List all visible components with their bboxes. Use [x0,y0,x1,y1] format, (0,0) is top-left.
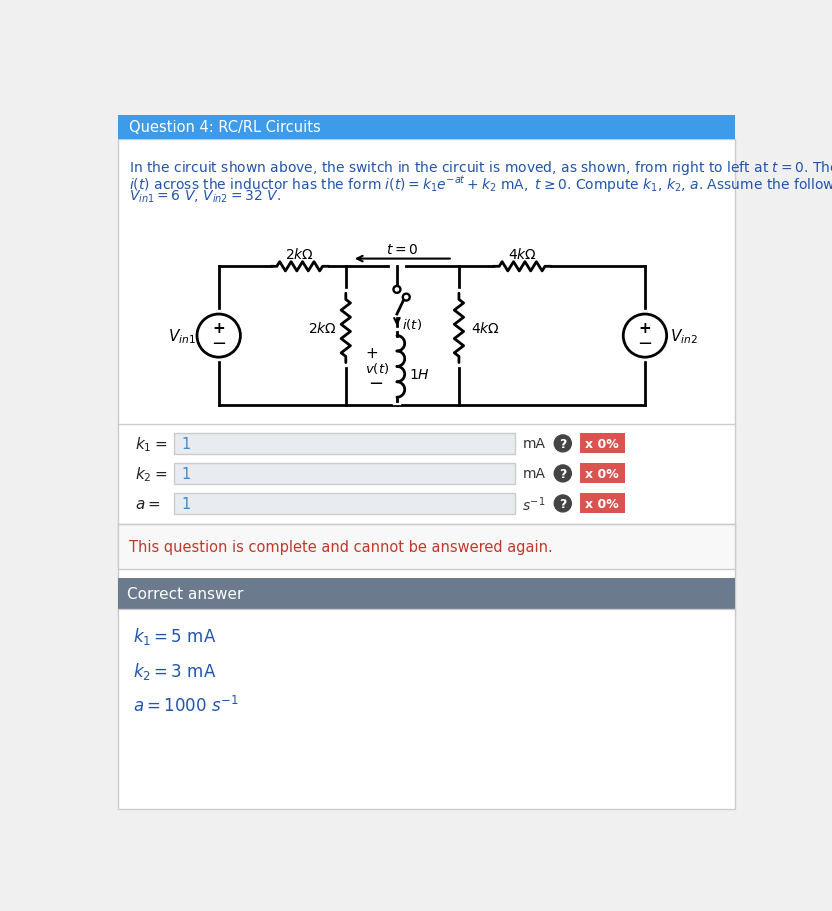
Text: $4k\Omega$: $4k\Omega$ [471,321,500,336]
Text: This question is complete and cannot be answered again.: This question is complete and cannot be … [129,539,552,555]
Text: −: − [211,335,226,353]
Circle shape [403,294,409,302]
Text: $1H$: $1H$ [409,368,430,382]
Text: $k_2 = 3\ \mathrm{mA}$: $k_2 = 3\ \mathrm{mA}$ [133,660,217,681]
Text: $4k\Omega$: $4k\Omega$ [508,247,537,262]
Text: $t = 0$: $t = 0$ [386,243,418,257]
Text: −: − [368,375,383,393]
Circle shape [554,496,572,512]
Text: $s^{-1}$: $s^{-1}$ [522,495,546,513]
Text: $v(t)$: $v(t)$ [364,361,389,376]
Text: mA: mA [522,437,546,451]
Bar [118,116,735,140]
Bar [580,434,625,454]
Bar [580,494,625,514]
Text: ?: ? [559,497,567,510]
Text: 1: 1 [181,496,191,511]
Bar [580,464,625,484]
Bar [118,525,735,569]
Text: $2k\Omega$: $2k\Omega$ [285,247,314,262]
Text: $i(t)$ across the inductor has the form $i(t) = k_1 e^{-at} + k_2\ \mathrm{mA},\: $i(t)$ across the inductor has the form … [129,174,832,195]
Circle shape [394,287,400,293]
Bar [118,578,735,609]
Text: ?: ? [559,467,567,480]
Text: $2k\Omega$: $2k\Omega$ [308,321,337,336]
Text: +: + [639,321,651,336]
Text: $k_1 = 5\ \mathrm{mA}$: $k_1 = 5\ \mathrm{mA}$ [133,626,217,647]
Text: $V_{in2}$: $V_{in2}$ [670,327,697,345]
Text: x 0%: x 0% [586,497,619,510]
Text: In the circuit shown above, the switch in the circuit is moved, as shown, from r: In the circuit shown above, the switch i… [129,159,832,178]
Circle shape [554,466,572,482]
Circle shape [623,314,666,358]
Text: Question 4: RC/RL Circuits: Question 4: RC/RL Circuits [129,120,320,135]
Text: $V_{in1}$: $V_{in1}$ [167,327,196,345]
Text: x 0%: x 0% [586,437,619,450]
Text: 1: 1 [181,436,191,451]
Text: $V_{in1} = 6\ V$, $V_{in2} = 32\ V$.: $V_{in1} = 6\ V$, $V_{in2} = 32\ V$. [129,189,281,205]
Text: $a =$: $a =$ [135,496,161,511]
Bar [118,609,735,809]
Text: +: + [366,345,379,361]
Text: mA: mA [522,467,546,481]
Bar [174,433,515,455]
Text: x 0%: x 0% [586,467,619,480]
Circle shape [197,314,240,358]
Bar [174,493,515,515]
Text: 1: 1 [181,466,191,481]
Text: +: + [212,321,225,336]
Text: $a = 1000\ s^{-1}$: $a = 1000\ s^{-1}$ [133,695,240,715]
Bar [174,463,515,485]
Bar [118,140,735,616]
Text: $k_2 =$: $k_2 =$ [135,465,167,483]
Text: $i(t)$: $i(t)$ [403,316,423,332]
Text: ?: ? [559,437,567,450]
Text: Correct answer: Correct answer [127,587,244,601]
Circle shape [554,435,572,453]
Text: −: − [637,335,652,353]
Text: $k_1 =$: $k_1 =$ [135,435,167,454]
